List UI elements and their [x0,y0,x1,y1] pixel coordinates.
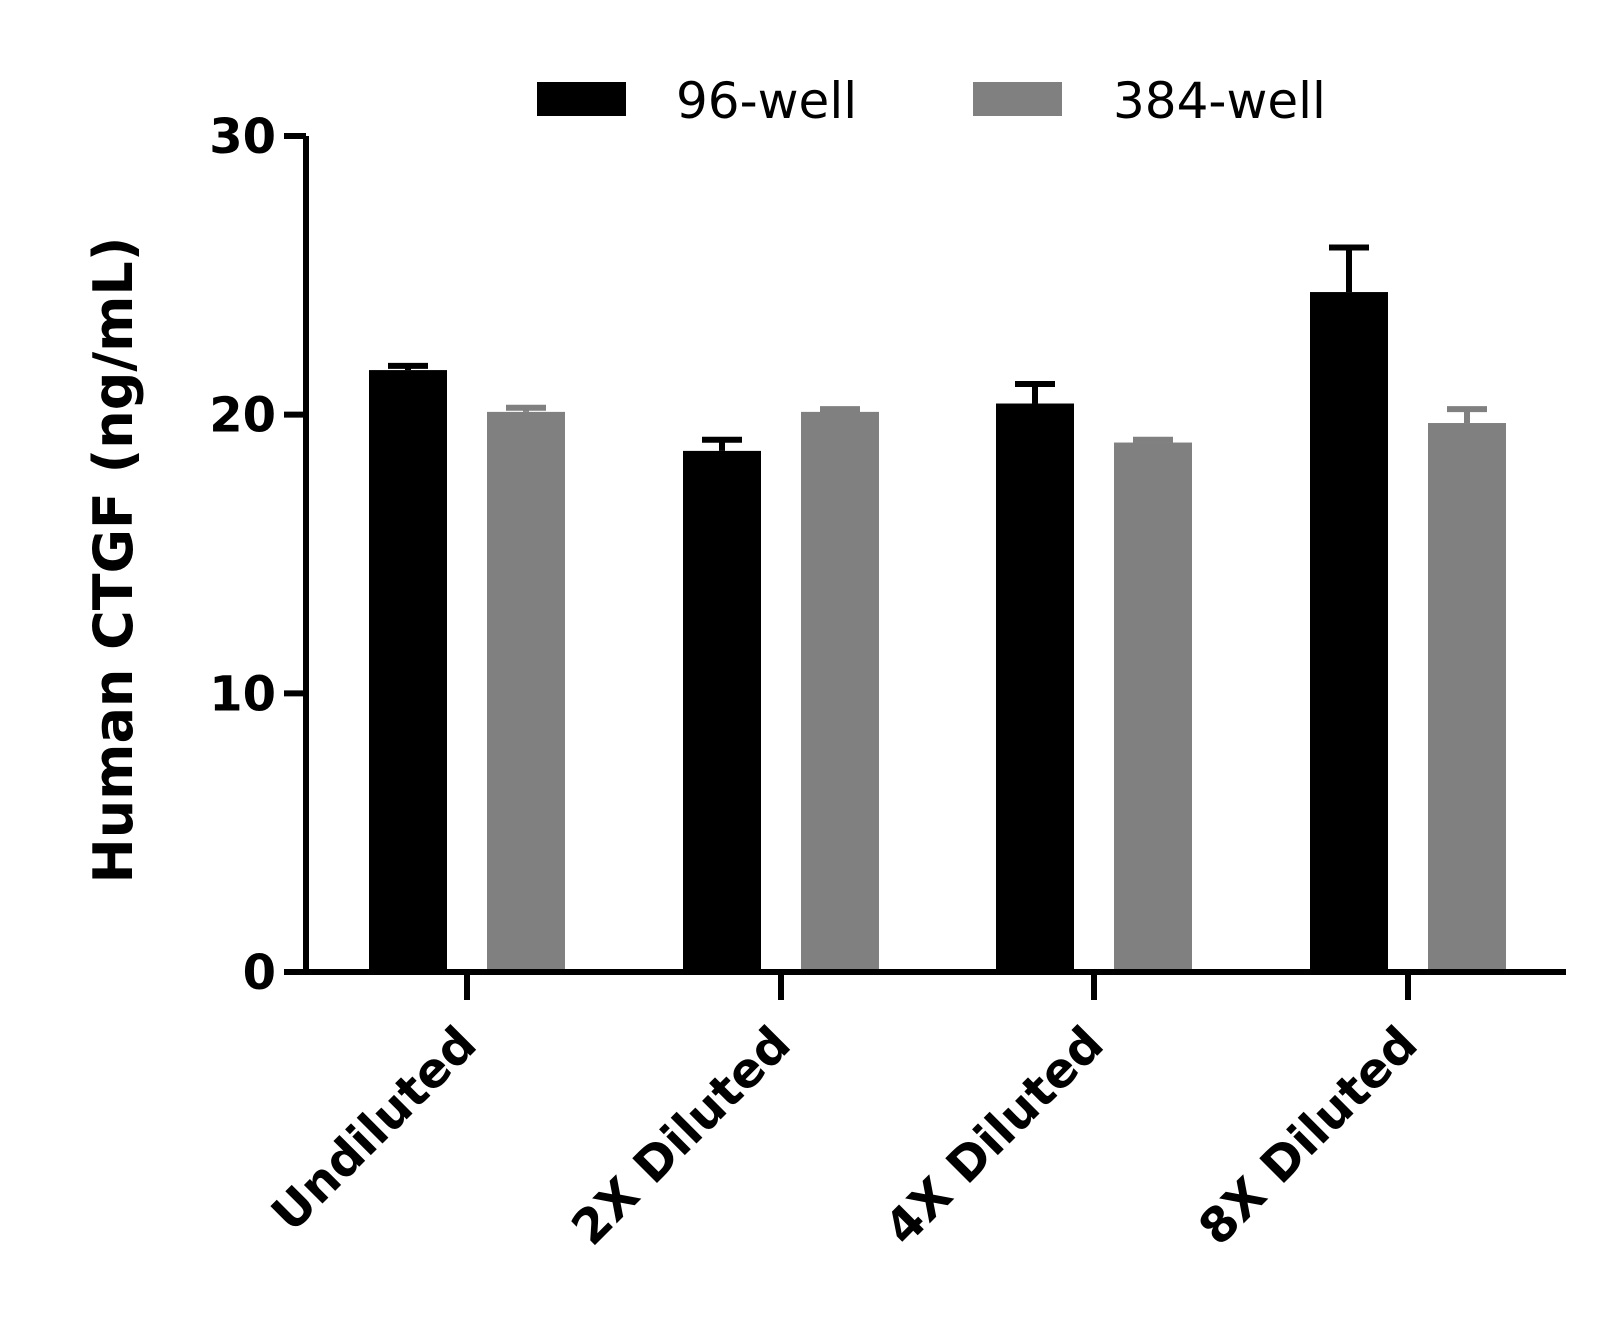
bar-96-well-2 [683,450,761,973]
bar-384-well-1 [487,411,565,972]
legend-label-96-well: 96-well [676,72,857,130]
y-tick-label-30: 30 [209,109,276,165]
bar-384-well-4 [1428,423,1506,972]
category-label-undiluted: Undiluted [261,1016,488,1243]
legend-swatch-96-well [537,82,626,116]
bar-384-well-2 [801,411,879,972]
legend: 96-well 384-well [537,72,1326,130]
category-labels: Undiluted 2X Diluted 4X Diluted 8X Diluted [261,1016,1429,1256]
axes-layer [284,133,1566,1000]
y-tick-labels: 0 10 20 30 [209,109,276,1001]
bar-96-well-4 [1310,292,1388,972]
y-axis-title: Human CTGF (ng/mL) [82,237,145,884]
y-tick-label-20: 20 [209,388,276,444]
y-tick-label-0: 0 [243,945,276,1001]
error-bars-layer [388,244,1487,451]
category-label-8x-diluted: 8X Diluted [1188,1016,1428,1256]
bars-layer [369,292,1506,973]
y-tick-label-10: 10 [209,666,276,722]
bar-96-well-1 [369,370,447,973]
bar-96-well-3 [996,403,1074,972]
category-label-4x-diluted: 4X Diluted [874,1016,1114,1256]
legend-swatch-384-well [973,82,1062,116]
bar-384-well-3 [1114,442,1192,972]
category-label-2x-diluted: 2X Diluted [561,1016,801,1256]
legend-label-384-well: 384-well [1113,72,1326,130]
